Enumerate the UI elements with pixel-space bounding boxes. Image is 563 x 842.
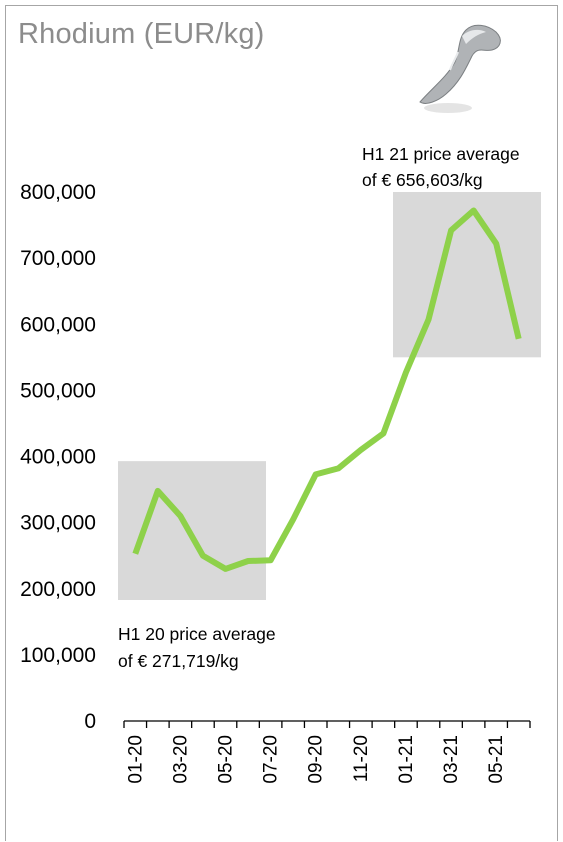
price-line-series (132, 207, 522, 572)
x-tick-label: 09-20 (306, 735, 327, 784)
y-tick-label: 100,000 (20, 644, 96, 667)
x-tick-label: 05-21 (486, 735, 507, 784)
y-tick-label: 500,000 (20, 379, 96, 402)
x-tick-label: 01-21 (396, 735, 417, 784)
y-tick-label: 0 (84, 710, 96, 733)
x-tick-label: 03-20 (170, 735, 191, 784)
y-tick-label: 200,000 (20, 578, 96, 601)
chart-frame (5, 5, 558, 841)
x-tick-label: 05-20 (216, 735, 237, 784)
highlight-label-1-line1: H1 20 price average (118, 624, 276, 644)
x-tick-label: 03-21 (441, 735, 462, 784)
y-tick-label: 700,000 (20, 247, 96, 270)
y-tick-label: 400,000 (20, 446, 96, 469)
y-tick-label: 300,000 (20, 512, 96, 535)
chart-title: Rhodium (EUR/kg) (18, 18, 265, 50)
y-tick-label: 800,000 (20, 181, 96, 204)
x-tick-label: 11-20 (351, 735, 372, 782)
x-tick-label: 01-20 (125, 735, 146, 784)
highlight-label-2-line2: of € 656,603/kg (362, 170, 483, 190)
rhodium-nugget-icon (419, 24, 501, 113)
x-tick-label: 07-20 (261, 735, 282, 784)
highlight-label-2-line1: H1 21 price average (362, 144, 520, 164)
y-tick-label: 600,000 (20, 313, 96, 336)
highlight-label-1-line2: of € 271,719/kg (118, 651, 239, 671)
